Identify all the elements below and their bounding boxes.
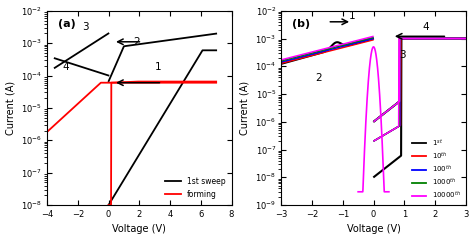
Text: 2: 2: [133, 37, 139, 47]
Y-axis label: Current (A): Current (A): [6, 81, 16, 135]
Text: 1: 1: [155, 62, 161, 72]
Legend: 1st sweep, forming: 1st sweep, forming: [163, 175, 228, 201]
Legend: 1$^{st}$, 10$^{th}$, 100$^{th}$, 1000$^{th}$, 10000$^{th}$: 1$^{st}$, 10$^{th}$, 100$^{th}$, 1000$^{…: [411, 135, 462, 202]
X-axis label: Voltage (V): Voltage (V): [112, 224, 166, 234]
Text: 1: 1: [349, 11, 356, 21]
Text: (a): (a): [58, 18, 76, 29]
Text: 4: 4: [423, 22, 429, 32]
Text: 3: 3: [400, 50, 406, 60]
Text: 4: 4: [62, 62, 69, 72]
X-axis label: Voltage (V): Voltage (V): [346, 224, 401, 234]
Y-axis label: Current (A): Current (A): [240, 81, 250, 135]
Text: (b): (b): [292, 18, 310, 29]
Text: 2: 2: [315, 73, 322, 83]
Text: 3: 3: [82, 22, 89, 32]
